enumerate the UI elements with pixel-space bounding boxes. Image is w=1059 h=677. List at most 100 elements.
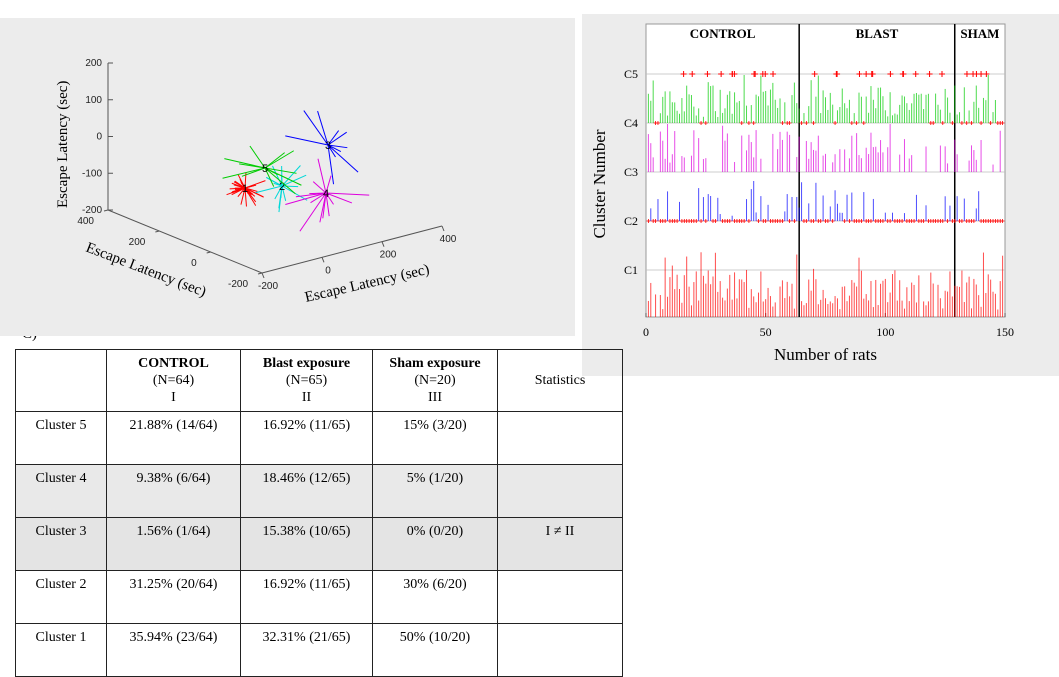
header-line: CONTROL xyxy=(113,355,234,372)
y-tick xyxy=(104,210,108,211)
cell-sham: 30% (6/20) xyxy=(373,571,498,624)
3d-axes xyxy=(104,63,444,278)
cell-sham: 15% (3/20) xyxy=(373,412,498,465)
cell-sham: 5% (1/20) xyxy=(373,465,498,518)
y-axis-label: Cluster Number xyxy=(590,129,609,238)
y-tick-label: 200 xyxy=(129,237,146,248)
cell-blast: 16.92% (11/65) xyxy=(241,571,373,624)
x-tick-label: 100 xyxy=(876,325,894,339)
y-tick-label: 0 xyxy=(191,258,197,269)
header-line: II xyxy=(247,389,366,406)
x-tick xyxy=(382,242,384,247)
header-cell: Statistics xyxy=(498,350,623,412)
x-tick-label: 0 xyxy=(643,325,649,339)
cluster-ray xyxy=(285,136,328,145)
cluster-ray xyxy=(223,168,265,178)
z-tick-label: 0 xyxy=(96,132,102,143)
cell-cluster: Cluster 5 xyxy=(16,412,107,465)
header-line: I xyxy=(113,389,234,406)
cluster-5-centroid-label: 5 xyxy=(262,163,268,175)
z-tick-label: -100 xyxy=(82,168,102,179)
cell-sham: 0% (0/20) xyxy=(373,518,498,571)
cell-cluster: Cluster 1 xyxy=(16,624,107,677)
header-line: III xyxy=(379,389,491,406)
cell-stats: I ≠ II xyxy=(498,518,623,571)
cell-blast: 16.92% (11/65) xyxy=(241,412,373,465)
cell-stats xyxy=(498,465,623,518)
y-tick xyxy=(155,231,159,232)
cell-cluster: Cluster 2 xyxy=(16,571,107,624)
cell-stats xyxy=(498,412,623,465)
y-tick-label: -200 xyxy=(228,279,248,290)
cell-control: 9.38% (6/64) xyxy=(107,465,241,518)
header-cell: Sham exposure(N=20)III xyxy=(373,350,498,412)
x-tick xyxy=(262,273,264,278)
x-tick-label: 50 xyxy=(760,325,772,339)
y-tick-label: 400 xyxy=(77,216,94,227)
cell-control: 1.56% (1/64) xyxy=(107,518,241,571)
cluster-ray xyxy=(282,175,306,186)
x-axis-label: Number of rats xyxy=(774,345,877,364)
x-tick xyxy=(322,257,324,262)
header-cell xyxy=(16,350,107,412)
cluster-4-centroid-label: 4 xyxy=(323,188,329,200)
cell-blast: 15.38% (10/65) xyxy=(241,518,373,571)
y-tick xyxy=(258,273,262,274)
header-line: Blast exposure xyxy=(247,355,366,372)
row-label-c1: C1 xyxy=(624,263,638,277)
header-line: (N=64) xyxy=(113,372,234,389)
cell-cluster: Cluster 4 xyxy=(16,465,107,518)
cell-blast: 32.31% (21/65) xyxy=(241,624,373,677)
x-tick-label: -200 xyxy=(258,281,278,292)
x-tick-label: 200 xyxy=(380,250,397,261)
cluster-1-centroid-label: 1 xyxy=(242,183,248,195)
x-tick-label: 0 xyxy=(325,265,331,276)
group-label-blast: BLAST xyxy=(856,26,899,41)
x-axis-label: Escape Latency (sec) xyxy=(303,262,431,306)
row-label-c2: C2 xyxy=(624,214,638,228)
y-tick xyxy=(207,252,211,253)
cell-stats xyxy=(498,571,623,624)
row-label-c5: C5 xyxy=(624,67,638,81)
header-line: Statistics xyxy=(504,372,616,389)
row-label-c4: C4 xyxy=(624,116,638,130)
header-cell: CONTROL(N=64)I xyxy=(107,350,241,412)
x-tick-label: 400 xyxy=(440,234,457,245)
cell-control: 21.88% (14/64) xyxy=(107,412,241,465)
cell-blast: 18.46% (12/65) xyxy=(241,465,373,518)
z-axis-label: Escape Latency (sec) xyxy=(55,81,71,208)
cell-cluster: Cluster 3 xyxy=(16,518,107,571)
z-tick-label: -200 xyxy=(82,205,102,216)
group-label-sham: SHAM xyxy=(960,26,999,41)
cell-sham: 50% (10/20) xyxy=(373,624,498,677)
cluster-ray xyxy=(265,151,294,168)
header-line: Sham exposure xyxy=(379,355,491,372)
cell-control: 31.25% (20/64) xyxy=(107,571,241,624)
header-cell: Blast exposure(N=65)II xyxy=(241,350,373,412)
y-axis-label: Escape Latency (sec) xyxy=(84,240,209,301)
cell-control: 35.94% (23/64) xyxy=(107,624,241,677)
x-tick xyxy=(442,226,444,231)
header-line: (N=20) xyxy=(379,372,491,389)
cluster-3-centroid-label: 3 xyxy=(325,140,331,152)
z-tick-label: 200 xyxy=(85,58,102,69)
row-label-c3: C3 xyxy=(624,165,638,179)
cluster-ray xyxy=(326,193,369,195)
cluster-ray xyxy=(328,145,358,172)
x-tick-label: 150 xyxy=(996,325,1014,339)
header-line: (N=65) xyxy=(247,372,366,389)
axis-labels: -200-1000100200-2000200400-2000200400Esc… xyxy=(55,58,457,306)
z-tick-label: 100 xyxy=(85,95,102,106)
